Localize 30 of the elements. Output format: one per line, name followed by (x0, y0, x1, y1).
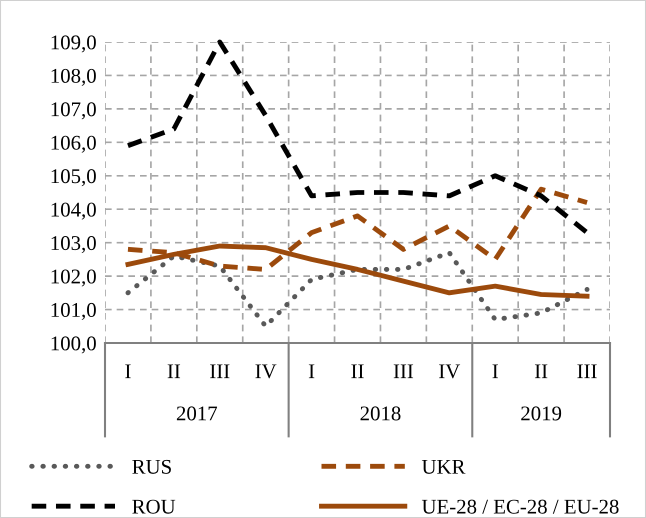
y-tick-label: 109,0 (52, 35, 96, 52)
x-tick-label: III (210, 364, 230, 378)
x-tick-label: IV (439, 364, 460, 378)
legend-label: UKR (422, 460, 466, 474)
text: 2018 (360, 406, 400, 420)
y-tick-label: 108,0 (52, 68, 96, 86)
legend-label: UE-28 / EC-28 / EU-28 (422, 500, 619, 514)
y-tick-label: 104,0 (52, 202, 96, 220)
y-tick-label: 103,0 (52, 236, 96, 254)
y-tick-label: 102,0 (52, 269, 96, 287)
y-tick-label: 101,0 (52, 302, 96, 320)
x-tick-label: I (125, 364, 131, 378)
text: 2017 (176, 406, 218, 420)
x-tick-label: III (577, 364, 597, 378)
x-tick-label: II (168, 364, 180, 378)
x-tick-label: I (308, 364, 314, 378)
legend-label: RUS (132, 460, 171, 474)
line-series (126, 250, 590, 329)
y-tick-label: 107,0 (52, 102, 96, 120)
x-tick-label: II (351, 364, 364, 378)
y-tick-label: 106,0 (52, 136, 96, 153)
y-tick-label: 100,0 (52, 336, 96, 354)
x-tick-label: IV (255, 364, 276, 378)
legend-label: ROU (132, 500, 176, 514)
x-tick-label: III (394, 364, 414, 378)
x-tick-label: II (534, 364, 548, 378)
y-tick-label: 105,0 (52, 169, 96, 186)
line-series (126, 40, 590, 236)
text: 2019 (521, 406, 562, 420)
x-tick-label: I (492, 364, 498, 378)
